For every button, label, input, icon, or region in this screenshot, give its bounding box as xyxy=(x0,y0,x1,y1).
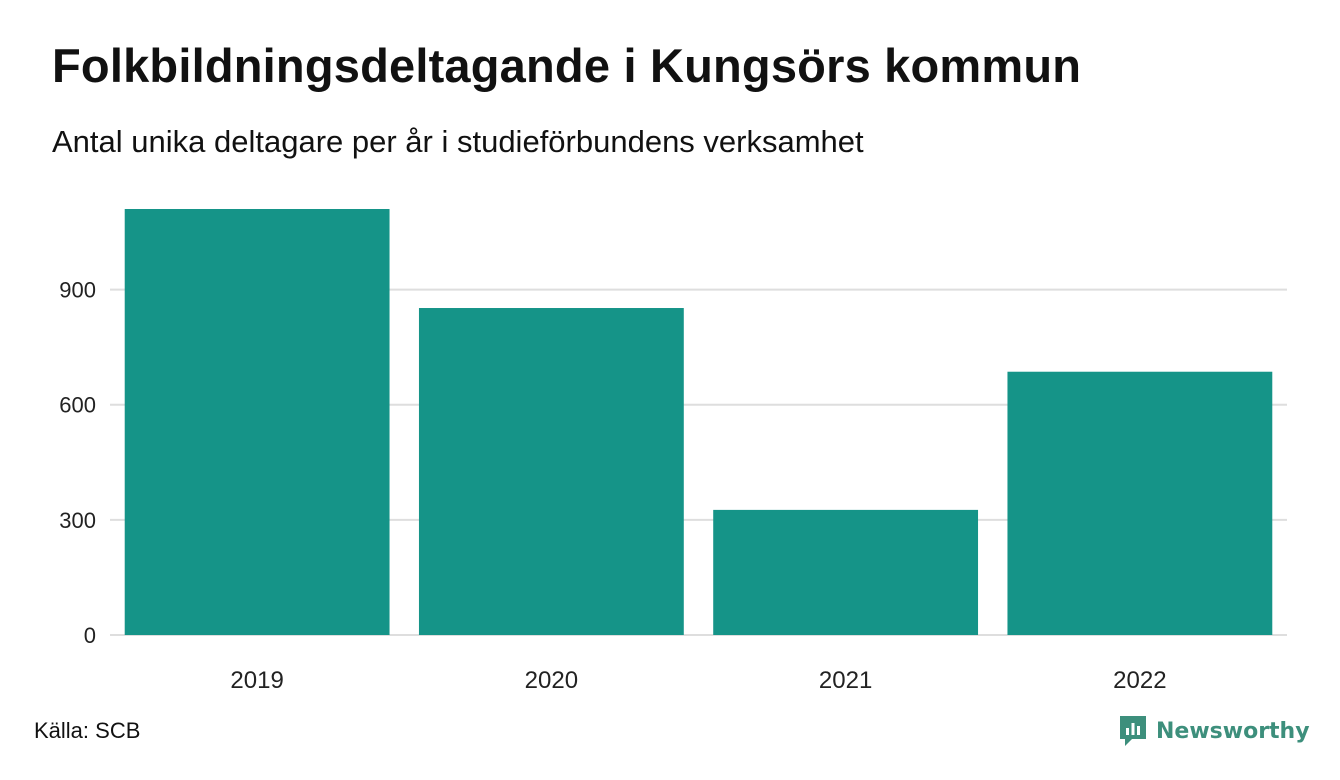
brand-logo: Newsworthy xyxy=(1118,714,1310,748)
y-tick-label: 600 xyxy=(59,393,96,418)
y-tick-label: 900 xyxy=(59,278,96,303)
y-tick-label: 0 xyxy=(84,623,96,648)
bar-2021 xyxy=(713,509,979,635)
bar-2020 xyxy=(418,308,684,635)
y-tick-label: 300 xyxy=(59,508,96,533)
x-tick-label: 2019 xyxy=(230,667,283,694)
chart-subtitle: Antal unika deltagare per år i studieför… xyxy=(52,124,864,159)
chart-title: Folkbildningsdeltagande i Kungsörs kommu… xyxy=(52,39,1082,92)
x-tick-label: 2021 xyxy=(819,667,872,694)
brand-name: Newsworthy xyxy=(1156,718,1310,744)
source-note: Källa: SCB xyxy=(34,718,141,743)
bar-2019 xyxy=(124,209,390,635)
bar-2022 xyxy=(1007,371,1273,635)
newsworthy-logo-icon xyxy=(1120,716,1146,746)
x-tick-label: 2022 xyxy=(1113,667,1166,694)
x-tick-label: 2020 xyxy=(525,667,578,694)
